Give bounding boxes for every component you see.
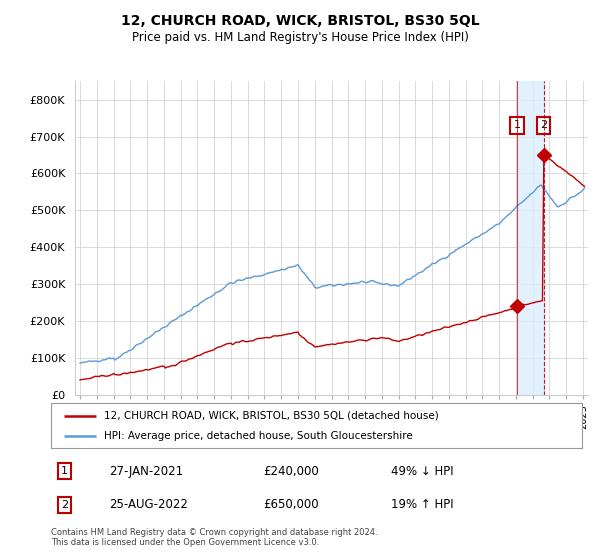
Text: 49% ↓ HPI: 49% ↓ HPI [391,465,454,478]
Text: 2: 2 [540,120,547,130]
Text: 19% ↑ HPI: 19% ↑ HPI [391,498,454,511]
Text: 2: 2 [61,500,68,510]
Text: 1: 1 [514,120,521,130]
Text: Price paid vs. HM Land Registry's House Price Index (HPI): Price paid vs. HM Land Registry's House … [131,31,469,44]
Text: 25-AUG-2022: 25-AUG-2022 [109,498,188,511]
Text: 1: 1 [61,466,68,476]
Text: £240,000: £240,000 [263,465,319,478]
Text: £650,000: £650,000 [263,498,319,511]
Text: Contains HM Land Registry data © Crown copyright and database right 2024.
This d: Contains HM Land Registry data © Crown c… [51,528,377,547]
FancyBboxPatch shape [51,403,582,448]
Text: HPI: Average price, detached house, South Gloucestershire: HPI: Average price, detached house, Sout… [104,431,413,441]
Text: 12, CHURCH ROAD, WICK, BRISTOL, BS30 5QL: 12, CHURCH ROAD, WICK, BRISTOL, BS30 5QL [121,14,479,28]
Bar [517,81,544,395]
Text: 12, CHURCH ROAD, WICK, BRISTOL, BS30 5QL (detached house): 12, CHURCH ROAD, WICK, BRISTOL, BS30 5QL… [104,410,439,421]
Text: 27-JAN-2021: 27-JAN-2021 [109,465,184,478]
